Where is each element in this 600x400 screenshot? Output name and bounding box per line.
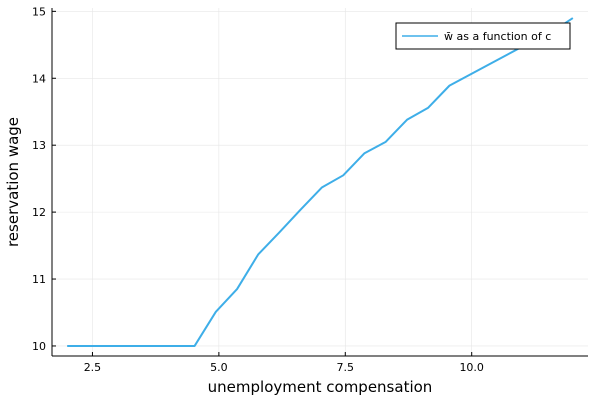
- y-tick-label: 15: [32, 5, 46, 18]
- x-tick-label: 10.0: [459, 361, 484, 374]
- legend: w̄ as a function of c: [395, 22, 571, 50]
- x-tick-label: 2.5: [84, 361, 102, 374]
- grid: [52, 8, 588, 356]
- y-tick-label: 12: [32, 206, 46, 219]
- legend-label: w̄ as a function of c: [444, 30, 551, 43]
- x-tick-label: 5.0: [210, 361, 228, 374]
- x-axis-title: unemployment compensation: [208, 378, 433, 396]
- y-tick-label: 11: [32, 273, 46, 286]
- series-line: [67, 17, 574, 347]
- y-tick-label: 13: [32, 139, 46, 152]
- y-tick-label: 10: [32, 340, 46, 353]
- y-tick-label: 14: [32, 72, 46, 85]
- y-axis-title: reservation wage: [4, 117, 22, 247]
- x-tick-label: 7.5: [337, 361, 355, 374]
- ticks: 2.5 5.0 7.5 10.0 10 11 12 13 14 15: [32, 5, 484, 374]
- plot-area-frame: [52, 8, 588, 356]
- series-layer: [67, 17, 574, 347]
